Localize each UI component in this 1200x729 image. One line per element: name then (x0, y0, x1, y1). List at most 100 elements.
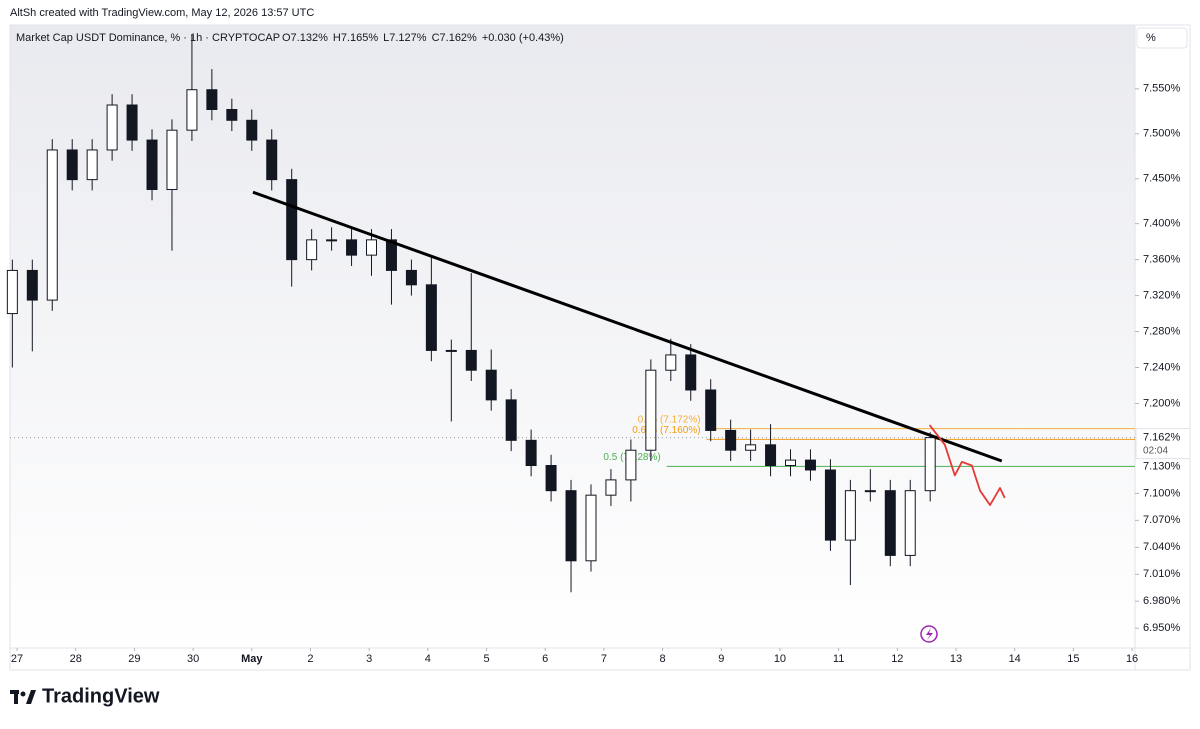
candle-body (505, 399, 517, 441)
candle-body (665, 354, 677, 371)
projection-path (928, 424, 1006, 506)
event-icon-bolt (926, 628, 933, 640)
candle-body (844, 490, 856, 541)
x-tick-label: 11 (833, 653, 844, 665)
fib-label: 0.66 (7.172%) (638, 414, 701, 425)
y-tick-label: 6.950% (1143, 622, 1181, 634)
candle-body (146, 139, 158, 191)
y-tick-label: 7.010% (1143, 568, 1181, 580)
candle-body (286, 179, 298, 261)
ohlc-value: C7.162% (432, 32, 477, 44)
candle-body (405, 269, 417, 286)
candle-body (785, 459, 797, 467)
x-tick-label: 7 (601, 653, 607, 665)
x-tick-label: 2 (307, 653, 313, 665)
candle-body (326, 239, 338, 242)
candle-body (465, 349, 477, 371)
candle-body (765, 444, 777, 467)
candle-body (605, 479, 617, 496)
ohlc-value: L7.127% (383, 32, 427, 44)
credit: AltSh created with TradingView.com, May … (10, 7, 314, 19)
y-tick-label: 7.100% (1143, 487, 1181, 499)
y-tick-label: 7.320% (1143, 290, 1181, 302)
candle-body (206, 89, 218, 111)
candle-body (804, 459, 816, 471)
x-tick-label: 4 (425, 653, 431, 665)
x-tick-label: 15 (1067, 653, 1079, 665)
x-tick-label: 27 (11, 653, 23, 665)
candle-body (6, 269, 18, 315)
event-icon[interactable] (920, 625, 938, 643)
candle-body (306, 239, 318, 261)
last-price-label: 7.162% (1143, 432, 1181, 444)
last-price-badge (1135, 428, 1191, 460)
candle-body (126, 104, 138, 141)
scale-unit-box[interactable] (1136, 27, 1188, 49)
candle-body (645, 369, 657, 451)
candle-body (226, 109, 238, 121)
x-tick-label: 13 (950, 653, 962, 665)
countdown: 02:04 (1143, 445, 1168, 456)
y-tick-label: 7.240% (1143, 361, 1181, 373)
candle-body (346, 239, 358, 256)
candle-body (725, 429, 737, 451)
candle-body (366, 239, 378, 256)
candle-body (824, 469, 836, 541)
y-tick-label: 7.400% (1143, 218, 1181, 230)
candle-body (86, 149, 98, 181)
candle-body (26, 269, 38, 301)
logo-text: TradingView (42, 685, 160, 707)
candle-body (864, 490, 876, 493)
candle-body (625, 449, 637, 481)
candle-body (106, 104, 118, 151)
y-tick-label: 7.550% (1143, 83, 1181, 95)
ohlc-value: O7.132% (282, 32, 328, 44)
trendline (252, 190, 1003, 463)
candle-body (166, 129, 178, 191)
symbol-title: Market Cap USDT Dominance, % · 1h · CRYP… (16, 32, 280, 44)
candle-body (525, 439, 537, 467)
x-tick-label: 30 (187, 653, 199, 665)
candle-body (425, 284, 437, 351)
candle-body (186, 89, 198, 131)
y-tick-label: 7.070% (1143, 514, 1181, 526)
y-tick-label: 7.360% (1143, 254, 1181, 266)
change: +0.030 (+0.43%) (482, 32, 564, 44)
fib-label: 0.618 (7.160%) (632, 425, 700, 436)
x-tick-label: 8 (660, 653, 666, 665)
x-tick-label: 28 (70, 653, 82, 665)
x-tick-label: 5 (483, 653, 489, 665)
candle-body (705, 389, 717, 431)
y-tick-label: 7.200% (1143, 397, 1181, 409)
ohlc-values: O7.132% H7.165% L7.127% C7.162% +0.030 (+0.4… (282, 32, 564, 44)
x-tick-label: 3 (366, 653, 372, 665)
x-tick-label: 6 (542, 653, 548, 665)
candle-body (385, 239, 397, 271)
y-tick-label: 7.040% (1143, 541, 1181, 553)
candle-body (445, 349, 457, 352)
x-tick-label: 14 (1009, 653, 1021, 665)
x-tick-label: May (241, 653, 263, 665)
x-tick-label: 9 (718, 653, 724, 665)
ohlc: O7.132% H7.165% L7.127% C7.162% +0.030 (+0.4… (282, 32, 564, 44)
candle-body (904, 490, 916, 556)
candle-body (884, 490, 896, 556)
candle-body (46, 149, 58, 301)
candle-body (66, 149, 78, 181)
candle-body (685, 354, 697, 391)
candle-body (246, 119, 258, 141)
candle-body (745, 444, 757, 451)
x-tick-label: 12 (891, 653, 903, 665)
y-tick-label: 7.500% (1143, 128, 1181, 140)
x-tick-label: 29 (128, 653, 140, 665)
scale-unit[interactable]: % (1146, 32, 1156, 44)
frame (9, 24, 1191, 671)
y-tick-label: 7.450% (1143, 173, 1181, 185)
candle-body (545, 465, 557, 492)
x-tick-label: 10 (774, 653, 786, 665)
candle-body (924, 437, 936, 492)
candle-body (266, 139, 278, 181)
y-tick-label: 6.980% (1143, 595, 1181, 607)
candle-body (485, 369, 497, 401)
x-tick-label: 16 (1126, 653, 1138, 665)
